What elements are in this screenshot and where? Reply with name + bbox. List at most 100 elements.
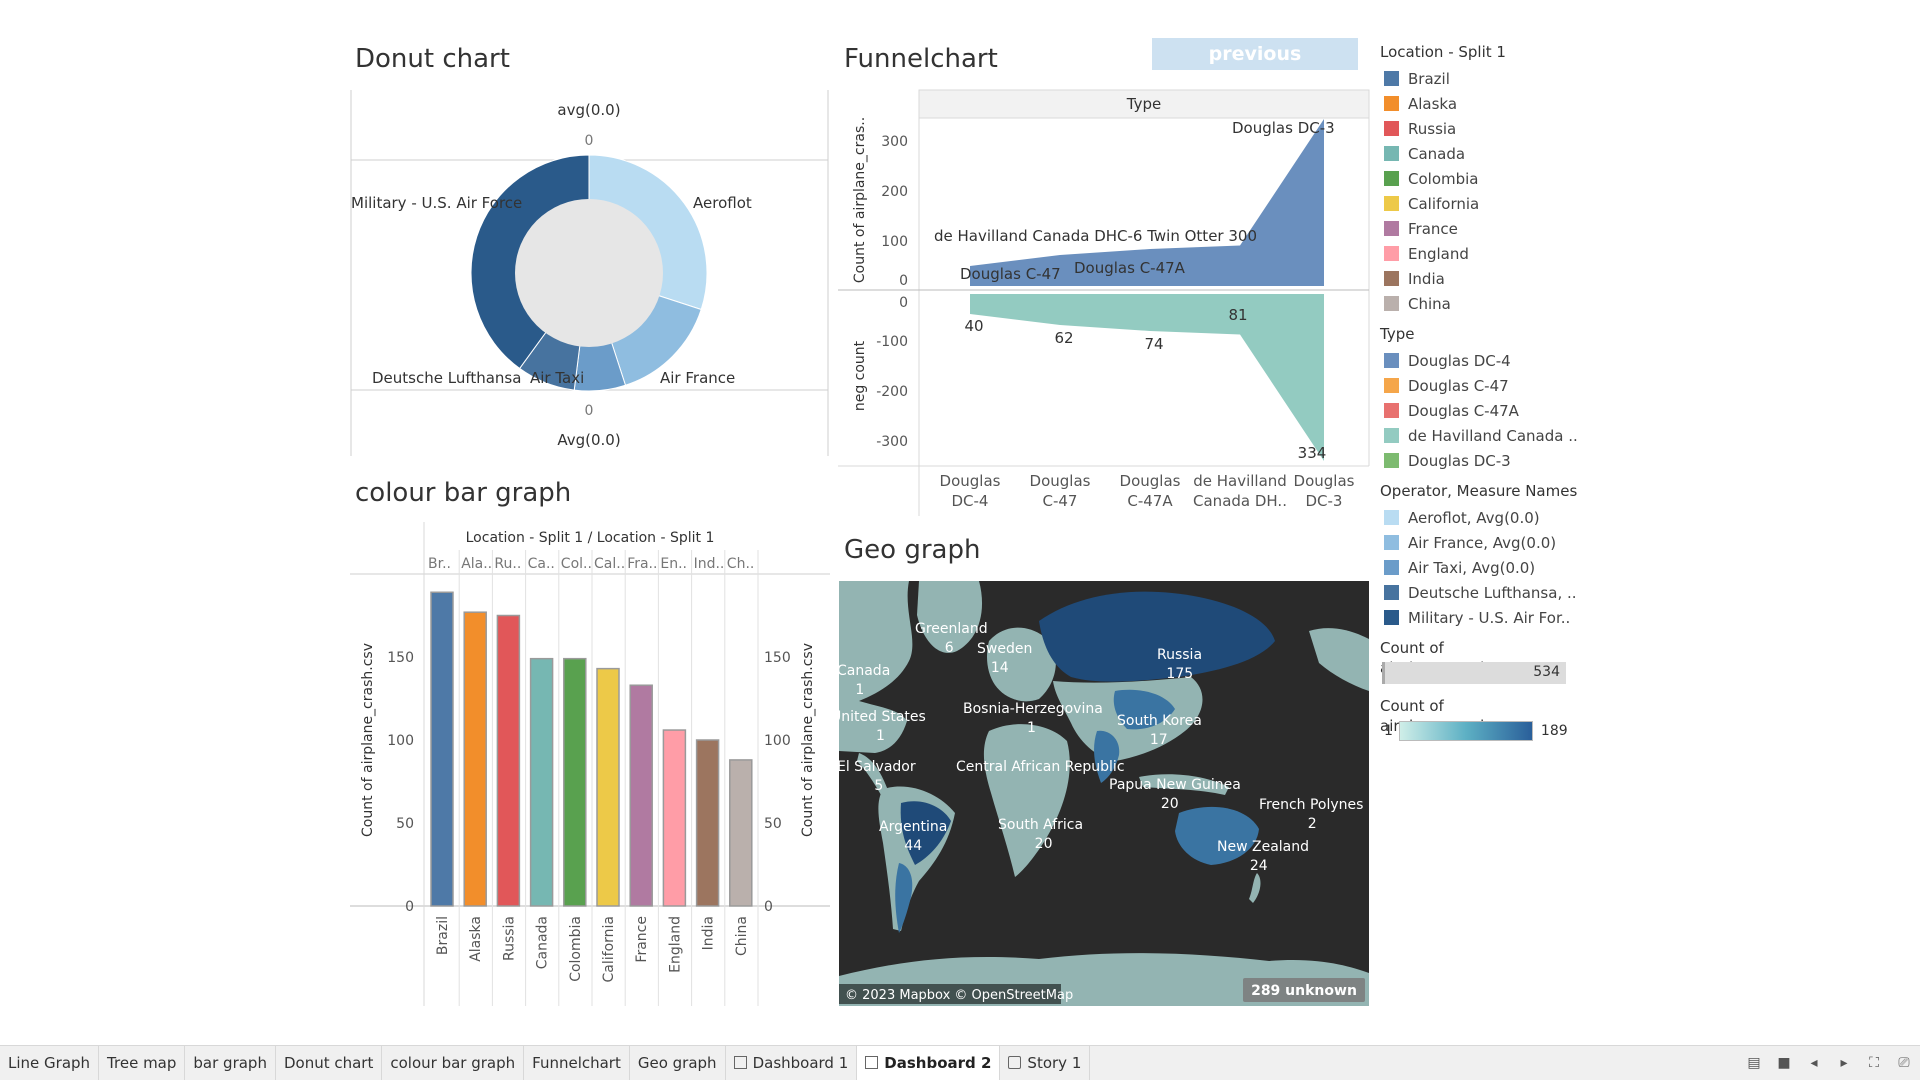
- bar-alaska[interactable]: [463, 611, 487, 907]
- funnel-ytick-200: 200: [881, 184, 908, 200]
- bar-ytick-right-1: 100: [764, 733, 791, 749]
- next-sheet-icon[interactable]: ▸: [1840, 1055, 1848, 1071]
- geo-label-11[interactable]: Argentina: [879, 819, 947, 835]
- legend-location-label-9: China: [1408, 294, 1451, 313]
- geo-label-4[interactable]: United States: [839, 709, 926, 725]
- geo-label-2[interactable]: Russia: [1157, 647, 1202, 663]
- legend-ramp-min: 1: [1384, 723, 1393, 739]
- funnel-top-label-2: de Havilland Canada DHC-6 Twin Otter 300: [934, 227, 1257, 245]
- geo-label-13[interactable]: New Zealand: [1217, 839, 1309, 855]
- tab-bar-graph[interactable]: bar graph: [185, 1046, 276, 1080]
- tab-dashboard-2[interactable]: Dashboard 2: [857, 1046, 1001, 1080]
- legend-type-item-1[interactable]: Douglas C-47: [1380, 373, 1580, 398]
- geo-label-7[interactable]: El Salvador: [839, 759, 916, 775]
- funnel-area-bottom[interactable]: [970, 294, 1324, 461]
- unknown-badge-bg[interactable]: [1243, 978, 1365, 1002]
- legend-location-item-4[interactable]: Colombia: [1380, 166, 1580, 191]
- legend-operator-item-1[interactable]: Air France, Avg(0.0): [1380, 530, 1580, 555]
- legend-operator-item-2[interactable]: Air Taxi, Avg(0.0): [1380, 555, 1580, 580]
- funnel-ytick-0-bottom: 0: [899, 295, 908, 311]
- land-usa: [839, 701, 907, 753]
- tab-tree-map[interactable]: Tree map: [99, 1046, 186, 1080]
- geo-label-5[interactable]: Bosnia-Herzegovina: [963, 701, 1103, 717]
- land-india: [1094, 730, 1120, 783]
- legend-location-swatch-2: [1384, 121, 1399, 136]
- land-china: [1113, 689, 1175, 730]
- legend-type-item-2[interactable]: Douglas C-47A: [1380, 398, 1580, 423]
- legend-location-item-7[interactable]: England: [1380, 241, 1580, 266]
- prev-sheet-icon[interactable]: ◂: [1810, 1055, 1818, 1071]
- funnel-xtick-2: C-47A: [1127, 492, 1173, 510]
- presentation-icon[interactable]: ⎚: [1898, 1055, 1910, 1071]
- legend-type-item-3[interactable]: de Havilland Canada ..: [1380, 423, 1580, 448]
- legend-location-item-0[interactable]: Brazil: [1380, 66, 1580, 91]
- tab-list: Line Graph Tree map bar graph Donut chart co…: [0, 1046, 1091, 1080]
- bar-russia[interactable]: [496, 614, 521, 907]
- tab-funnelchart[interactable]: Funnelchart: [524, 1046, 630, 1080]
- legend-location-item-3[interactable]: Canada: [1380, 141, 1580, 166]
- donut-label-military: Military - U.S. Air Force: [351, 194, 522, 212]
- geo-label-9[interactable]: Papua New Guinea: [1109, 777, 1241, 793]
- bar-xtick-1: Alaska: [468, 916, 484, 962]
- geo-label-8[interactable]: Central African Republic: [956, 759, 1125, 775]
- funnel-xtick-4: Douglas: [1294, 472, 1355, 490]
- bar-india[interactable]: [695, 739, 720, 907]
- legend-location-item-6[interactable]: France: [1380, 216, 1580, 241]
- bar-california[interactable]: [596, 667, 620, 907]
- legend-type-item-0[interactable]: Douglas DC-4: [1380, 348, 1580, 373]
- geo-label-1[interactable]: Sweden: [977, 641, 1032, 657]
- bar-colombia[interactable]: [563, 657, 587, 907]
- funnel-ytick-neg200: -200: [876, 384, 908, 400]
- legend-color-ramp[interactable]: 1 189: [1380, 720, 1580, 742]
- unknown-badge[interactable]: 289 unknown: [1251, 983, 1357, 999]
- tab-colour-bar-graph[interactable]: colour bar graph: [382, 1046, 525, 1080]
- tab-story-1[interactable]: Story 1: [1000, 1046, 1091, 1080]
- previous-button[interactable]: previous: [1152, 38, 1358, 70]
- legend-count-bar[interactable]: 534: [1382, 662, 1566, 684]
- geo-label-12[interactable]: South Africa: [998, 817, 1083, 833]
- geo-label-0[interactable]: Greenland: [915, 621, 988, 637]
- legend-location-item-2[interactable]: Russia: [1380, 116, 1580, 141]
- legend-operator-swatch-2: [1384, 560, 1399, 575]
- donut-label-aeroflot: Aeroflot: [693, 194, 752, 212]
- geo-label-6[interactable]: South Korea: [1117, 713, 1202, 729]
- legend-location-item-8[interactable]: India: [1380, 266, 1580, 291]
- bar-canada[interactable]: [529, 657, 554, 907]
- funnel-xtick-3: de Havilland: [1193, 472, 1287, 490]
- funnel-xtick-0: Douglas: [940, 472, 1001, 490]
- bar-ytick-left-1: 100: [387, 733, 414, 749]
- map-attribution[interactable]: © 2023 Mapbox © OpenStreetMap: [845, 988, 1073, 1003]
- tab-dashboard-1[interactable]: Dashboard 1: [726, 1046, 858, 1080]
- donut-bottom-tick: 0: [585, 403, 594, 419]
- legend-type-swatch-3: [1384, 428, 1399, 443]
- funnel-xtick-1: C-47: [1043, 492, 1078, 510]
- legend-operator-item-4[interactable]: Military - U.S. Air For..: [1380, 605, 1580, 630]
- tab-geo-graph[interactable]: Geo graph: [630, 1046, 726, 1080]
- bar-england[interactable]: [662, 729, 687, 907]
- legend-type-label-1: Douglas C-47: [1408, 376, 1509, 395]
- geo-value-10: 2: [1308, 816, 1317, 832]
- bar-france[interactable]: [629, 684, 653, 907]
- bar-china[interactable]: [729, 759, 753, 907]
- funnel-area-top[interactable]: [970, 119, 1324, 286]
- legend-panel: Location - Split 1 Brazil Alaska Russia Can…: [1380, 36, 1580, 742]
- filmstrip-icon[interactable]: ■: [1777, 1055, 1791, 1071]
- toolbar-right: ▤ ■ ◂ ▸ ⛶ ⎚: [1746, 1046, 1912, 1080]
- legend-operator-item-3[interactable]: Deutsche Lufthansa, ..: [1380, 580, 1580, 605]
- legend-operator-item-0[interactable]: Aeroflot, Avg(0.0): [1380, 505, 1580, 530]
- tab-line-graph[interactable]: Line Graph: [0, 1046, 100, 1080]
- geo-value-0: 6: [945, 640, 954, 656]
- funnel-xtick-1: Douglas: [1030, 472, 1091, 490]
- tab-label: Dashboard 1: [752, 1054, 849, 1072]
- legend-location-item-1[interactable]: Alaska: [1380, 91, 1580, 116]
- geo-label-10[interactable]: French Polynes: [1259, 797, 1363, 813]
- legend-location-item-9[interactable]: China: [1380, 291, 1580, 316]
- geo-label-3[interactable]: Canada: [839, 663, 890, 679]
- grid-view-icon[interactable]: ▤: [1747, 1055, 1761, 1071]
- fit-icon[interactable]: ⛶: [1869, 1055, 1879, 1071]
- legend-location-item-5[interactable]: California: [1380, 191, 1580, 216]
- legend-type-item-4[interactable]: Douglas DC-3: [1380, 448, 1580, 473]
- tab-donut-chart[interactable]: Donut chart: [276, 1046, 383, 1080]
- bar-brazil[interactable]: [430, 591, 454, 907]
